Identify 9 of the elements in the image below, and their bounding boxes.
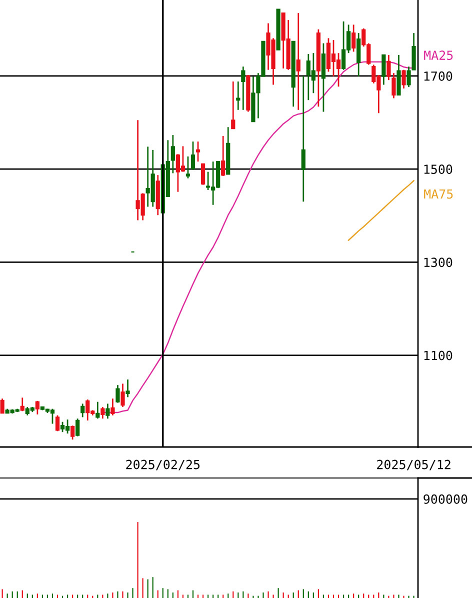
x-tick-label: 2025/05/12 — [377, 460, 450, 470]
y-tick-label: 900000 — [424, 494, 468, 504]
series-label: MA25 — [424, 50, 453, 60]
y-tick-label: 1500 — [424, 164, 452, 174]
y-tick-label: 1300 — [424, 258, 452, 268]
y-tick-label: 1700 — [424, 71, 452, 81]
y-tick-label: 1100 — [424, 350, 452, 360]
series-label: MA75 — [424, 189, 453, 199]
x-tick-label: 2025/02/25 — [126, 460, 200, 470]
